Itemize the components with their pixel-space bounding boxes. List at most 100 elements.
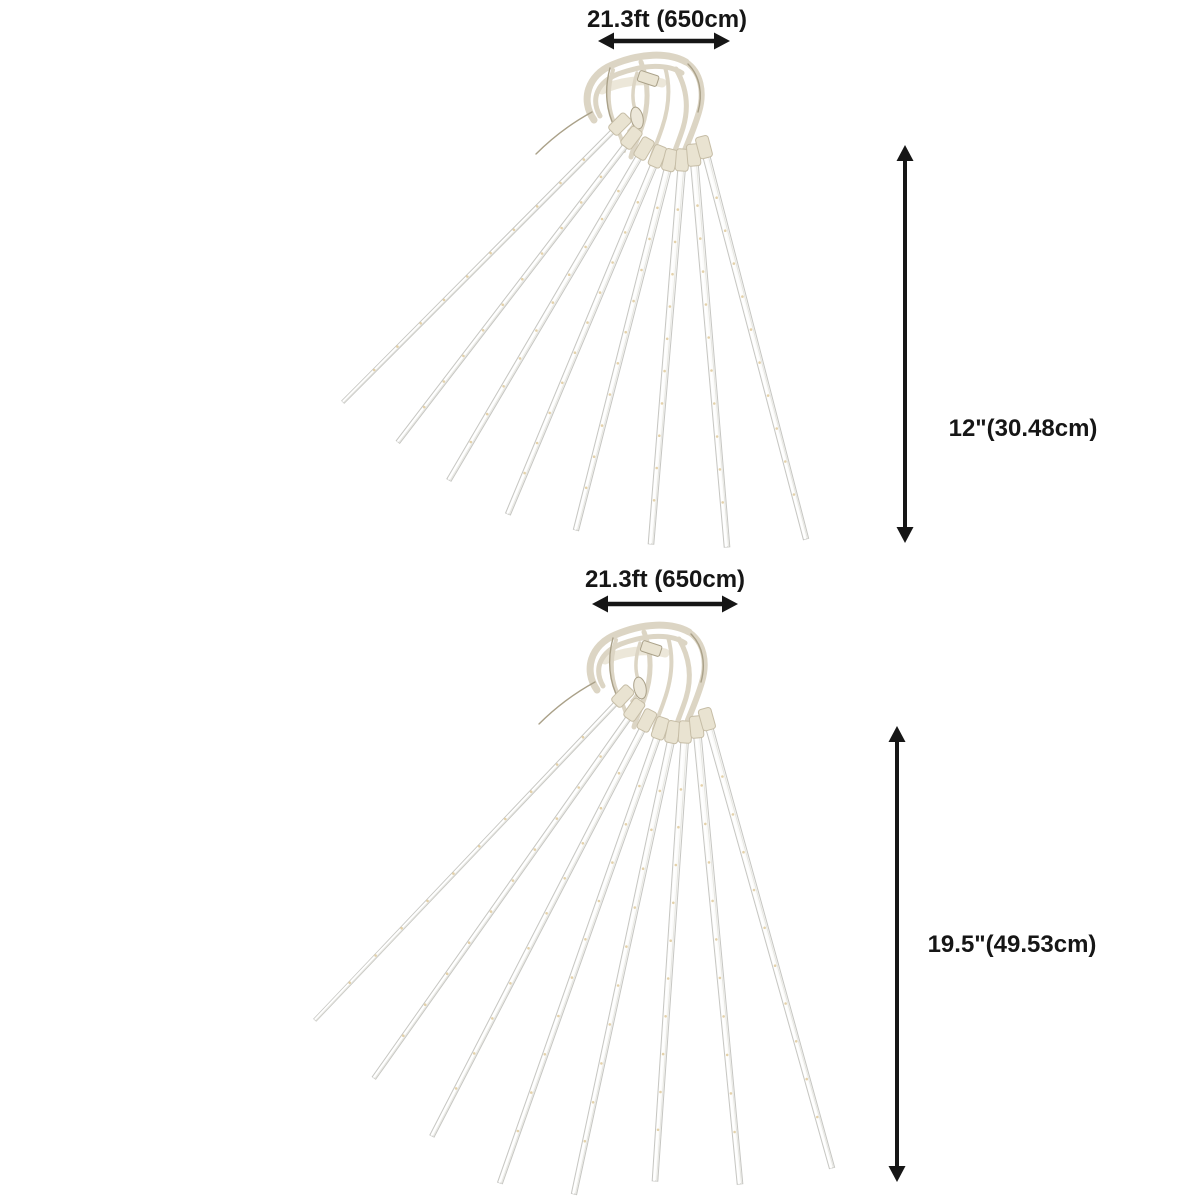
- led-dot: [741, 295, 744, 298]
- led-dot: [419, 322, 423, 325]
- led-dot: [641, 867, 645, 870]
- tube-highlight: [447, 150, 642, 481]
- led-dot: [452, 872, 455, 875]
- led-dot: [555, 817, 559, 820]
- led-dot: [501, 303, 505, 307]
- led-dot: [701, 270, 705, 273]
- tube-highlight: [498, 731, 659, 1183]
- tube-connector: [608, 112, 632, 136]
- led-dot: [658, 434, 661, 438]
- panel-top: 21.3ft (650cm) 12"(30.48cm): [341, 6, 1097, 548]
- led-dot: [579, 201, 583, 204]
- led-dot: [640, 268, 643, 272]
- tube-highlight: [372, 711, 632, 1079]
- tube-connector: [636, 708, 658, 733]
- tube-highlight: [574, 163, 669, 530]
- tube-connector: [620, 125, 643, 150]
- tube-highlight: [314, 697, 620, 1021]
- led-dot: [599, 175, 603, 179]
- led-dot: [597, 899, 601, 903]
- top-wire-bundle: [536, 55, 702, 159]
- led-dot: [530, 1091, 533, 1094]
- tube-shade: [709, 722, 834, 1168]
- led-dot: [732, 262, 736, 265]
- led-dot: [663, 369, 666, 373]
- arrow-right-head-icon: [722, 595, 738, 613]
- tube-shade: [500, 732, 662, 1184]
- led-dot: [423, 1003, 427, 1006]
- tube-highlight: [706, 723, 832, 1169]
- tube-highlight: [694, 731, 740, 1185]
- tube-shade: [374, 713, 634, 1079]
- led-dot: [636, 201, 640, 204]
- tube-highlight: [342, 125, 618, 403]
- led-dot: [677, 825, 680, 829]
- led-dot: [557, 1014, 560, 1018]
- led-dot: [348, 981, 352, 984]
- led-dot: [715, 938, 718, 941]
- tube-highlight: [653, 735, 685, 1181]
- led-dot: [584, 938, 587, 941]
- led-dot: [560, 226, 563, 230]
- led-dot: [511, 879, 515, 882]
- led-dot: [559, 181, 562, 185]
- led-dot: [656, 206, 659, 210]
- top-height-dimension: 12"(30.48cm): [896, 145, 1097, 543]
- tube-highlight: [691, 159, 727, 548]
- led-dot: [617, 771, 621, 775]
- led-dot: [665, 337, 669, 341]
- panel-bottom: 21.3ft (650cm) 19.5"(49.53cm): [313, 566, 1096, 1196]
- led-dot: [583, 1139, 587, 1143]
- bottom-width-label: 21.3ft (650cm): [585, 566, 745, 593]
- tube-shade: [315, 699, 622, 1021]
- led-dot: [633, 906, 637, 909]
- tube-highlight: [703, 151, 806, 540]
- bottom-height-dimension: 19.5"(49.53cm): [888, 726, 1096, 1182]
- led-dot: [545, 912, 548, 915]
- led-dot: [784, 1002, 787, 1005]
- top-width-label: 21.3ft (650cm): [587, 6, 747, 33]
- tube-shade: [398, 141, 631, 444]
- led-dot: [710, 369, 713, 372]
- led-dot: [721, 501, 724, 504]
- tube-connector: [623, 697, 646, 722]
- led-dot: [725, 1053, 729, 1057]
- arrow-down-head-icon: [888, 1166, 906, 1182]
- led-dot: [396, 345, 399, 348]
- led-dot: [699, 237, 702, 240]
- led-dot: [462, 354, 465, 358]
- led-dot: [652, 499, 656, 502]
- led-dot: [600, 217, 604, 221]
- top-tube-fan: [341, 112, 810, 548]
- tube-shade: [343, 127, 619, 403]
- tube-highlight: [572, 735, 672, 1194]
- led-dot: [502, 385, 505, 388]
- arrow-left-head-icon: [592, 595, 608, 613]
- led-dot: [749, 328, 753, 331]
- led-dot: [591, 1101, 595, 1104]
- led-dot: [527, 947, 530, 950]
- led-dot: [664, 1015, 667, 1018]
- led-dot: [454, 1087, 458, 1090]
- led-dot: [551, 301, 555, 304]
- led-dot: [671, 272, 674, 276]
- led-dot: [472, 1052, 476, 1055]
- led-dot: [426, 899, 429, 903]
- led-dot: [700, 784, 703, 787]
- tube-shade: [706, 150, 808, 539]
- led-dot: [707, 336, 710, 339]
- led-dot: [567, 273, 571, 277]
- led-dot: [548, 411, 551, 415]
- led-dot: [722, 1015, 725, 1018]
- led-dot: [608, 393, 612, 396]
- led-dot: [543, 1053, 547, 1056]
- led-dot: [668, 305, 672, 308]
- led-dot: [638, 784, 641, 788]
- led-dot: [402, 1034, 405, 1037]
- led-dot: [707, 861, 711, 864]
- led-dot: [617, 189, 620, 193]
- tube-shade: [652, 164, 685, 545]
- led-dot: [763, 926, 766, 930]
- led-dot: [632, 299, 635, 303]
- led-dot: [673, 240, 677, 244]
